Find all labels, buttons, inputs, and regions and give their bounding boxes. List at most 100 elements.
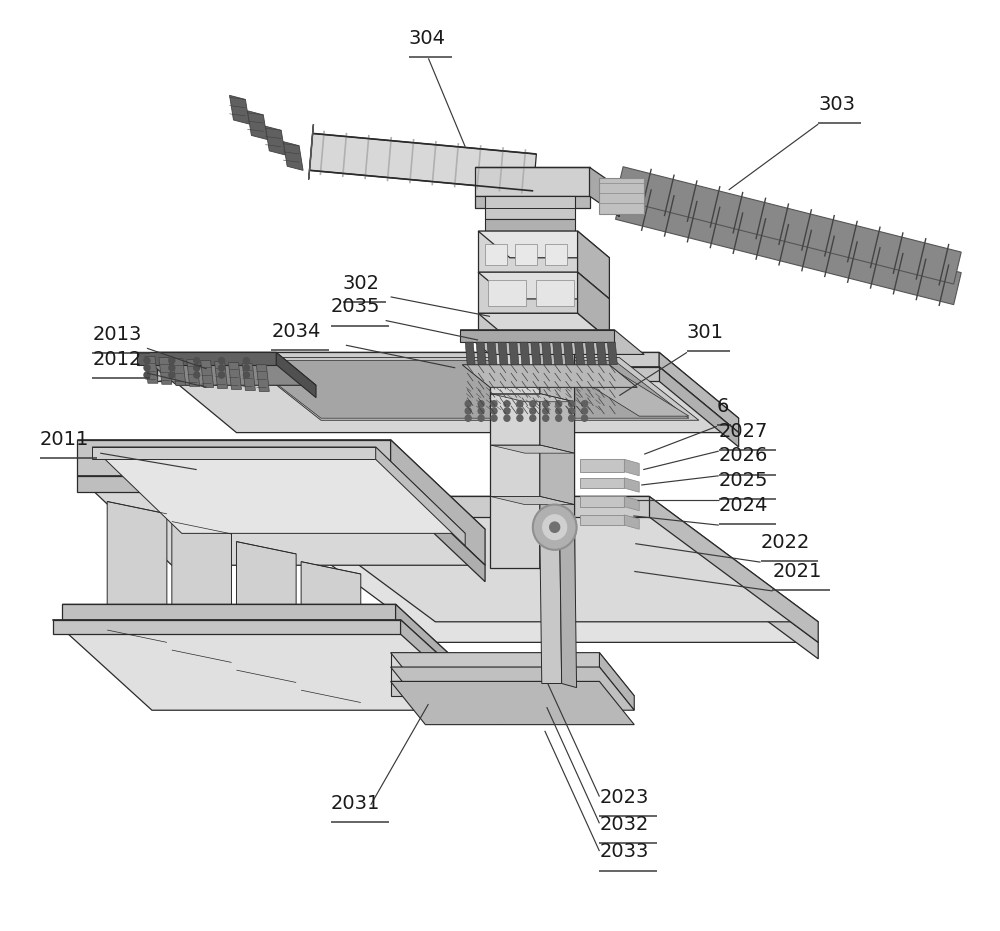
Circle shape [491, 415, 497, 422]
Circle shape [219, 365, 225, 371]
Polygon shape [624, 515, 639, 529]
Circle shape [582, 415, 588, 422]
Polygon shape [53, 620, 401, 634]
Text: 2024: 2024 [719, 496, 768, 515]
Circle shape [543, 415, 549, 422]
Circle shape [243, 371, 249, 378]
Polygon shape [478, 231, 578, 272]
Circle shape [517, 408, 523, 414]
Circle shape [219, 371, 225, 378]
Polygon shape [624, 496, 639, 511]
Polygon shape [578, 231, 609, 299]
Polygon shape [475, 196, 590, 209]
Circle shape [465, 415, 471, 422]
Text: 301: 301 [687, 323, 724, 342]
Polygon shape [659, 353, 739, 433]
Text: 304: 304 [409, 29, 446, 48]
Polygon shape [460, 330, 614, 342]
Circle shape [504, 408, 510, 414]
Polygon shape [599, 653, 634, 710]
Polygon shape [391, 681, 634, 724]
Circle shape [504, 400, 510, 407]
Circle shape [556, 400, 562, 407]
Polygon shape [92, 447, 465, 533]
Circle shape [569, 400, 575, 407]
Polygon shape [173, 358, 186, 385]
Text: 303: 303 [818, 95, 855, 114]
Polygon shape [266, 496, 818, 622]
Polygon shape [564, 342, 574, 365]
Polygon shape [490, 496, 575, 505]
Circle shape [491, 408, 497, 414]
Polygon shape [542, 342, 552, 365]
Text: 2033: 2033 [599, 843, 649, 861]
Circle shape [504, 415, 510, 422]
Polygon shape [478, 314, 578, 331]
Polygon shape [490, 239, 575, 248]
Circle shape [533, 505, 577, 550]
Polygon shape [580, 515, 624, 525]
Circle shape [169, 365, 175, 371]
Text: 2021: 2021 [772, 561, 822, 581]
Circle shape [582, 400, 588, 407]
Polygon shape [391, 476, 485, 582]
Polygon shape [599, 178, 644, 213]
Text: 2034: 2034 [271, 322, 321, 341]
Polygon shape [560, 527, 577, 688]
Polygon shape [401, 620, 500, 724]
Polygon shape [490, 394, 575, 402]
Circle shape [530, 408, 536, 414]
Circle shape [543, 515, 567, 540]
Circle shape [530, 400, 536, 407]
Polygon shape [396, 604, 490, 708]
Polygon shape [488, 280, 526, 306]
Polygon shape [553, 342, 563, 365]
Polygon shape [580, 459, 624, 472]
Text: 2022: 2022 [761, 533, 810, 552]
Circle shape [530, 415, 536, 422]
Polygon shape [578, 272, 609, 340]
Polygon shape [157, 353, 739, 418]
Polygon shape [247, 111, 267, 140]
Polygon shape [490, 342, 575, 350]
Polygon shape [485, 245, 507, 265]
Polygon shape [515, 245, 537, 265]
Polygon shape [107, 502, 167, 642]
Circle shape [465, 400, 471, 407]
Text: 2026: 2026 [719, 447, 768, 466]
Polygon shape [230, 95, 249, 124]
Circle shape [543, 400, 549, 407]
Text: 2027: 2027 [719, 422, 768, 440]
Circle shape [543, 408, 549, 414]
Circle shape [569, 408, 575, 414]
Polygon shape [53, 620, 500, 710]
Polygon shape [391, 653, 634, 695]
Circle shape [144, 371, 150, 378]
Text: 2023: 2023 [599, 788, 649, 807]
Circle shape [550, 522, 560, 533]
Circle shape [569, 415, 575, 422]
Polygon shape [659, 367, 739, 447]
Text: 302: 302 [343, 274, 380, 292]
Text: 2032: 2032 [599, 815, 649, 833]
Polygon shape [490, 445, 575, 453]
Polygon shape [62, 604, 396, 620]
Polygon shape [246, 360, 689, 418]
Polygon shape [485, 219, 575, 231]
Circle shape [478, 415, 484, 422]
Circle shape [478, 408, 484, 414]
Polygon shape [242, 364, 255, 390]
Polygon shape [540, 198, 575, 601]
Circle shape [194, 358, 200, 364]
Circle shape [517, 400, 523, 407]
Polygon shape [490, 198, 540, 568]
Polygon shape [391, 667, 634, 710]
Polygon shape [157, 367, 739, 433]
Polygon shape [580, 478, 624, 488]
Polygon shape [649, 496, 818, 642]
Polygon shape [580, 496, 624, 506]
Circle shape [517, 415, 523, 422]
Polygon shape [391, 681, 599, 695]
Polygon shape [465, 342, 475, 365]
Polygon shape [478, 272, 578, 314]
